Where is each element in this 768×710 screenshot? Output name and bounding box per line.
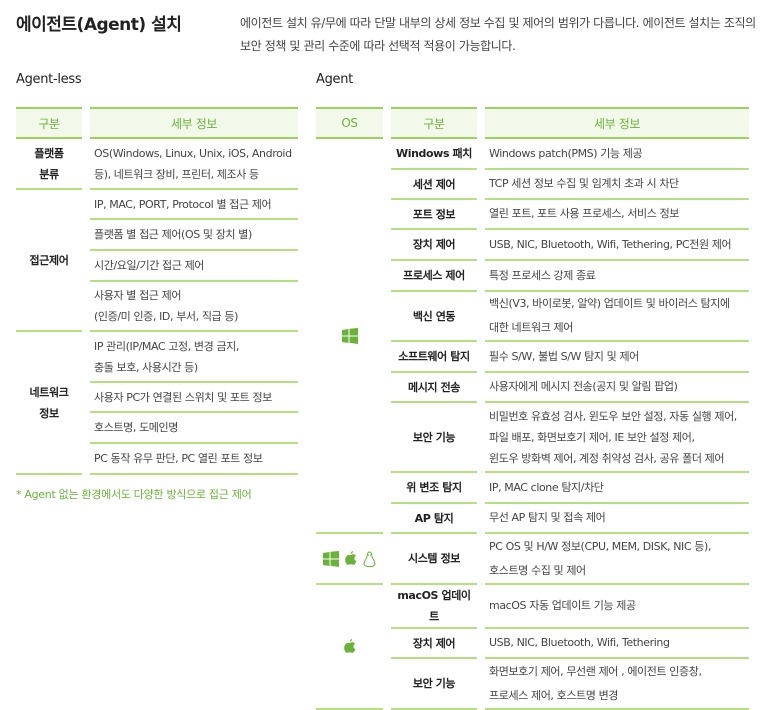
- table-row: 장치 제어 USB, NIC, Bluetooth, Wifi, Tetherin…: [316, 629, 749, 659]
- page-title: 에이전트(Agent) 설치: [16, 15, 182, 35]
- agent-title: Agent: [316, 72, 353, 87]
- table-row: 보안 기능 비밀번호 유효성 검사, 윈도우 보안 설정, 자동 실행 제어, 파…: [316, 403, 749, 473]
- windows-icon: [322, 551, 339, 567]
- agent-table: OS 구분 세부 정보 Windows 패치 Windows patch(PMS)…: [308, 107, 757, 710]
- category-cell: 접근제어: [16, 190, 82, 332]
- table-row: 프로세스 제어 특정 프로세스 강제 종료: [316, 261, 749, 292]
- category-cell: 플랫폼 분류: [16, 139, 82, 190]
- detail-cell: 화면보호기 제어, 무선랜 제어 , 에이전트 인증창, 프로세스 제어, 호스…: [485, 659, 749, 710]
- category-cell: 메시지 전송: [391, 373, 477, 403]
- header-detail: 세부 정보: [485, 107, 749, 139]
- header-detail: 세부 정보: [90, 107, 298, 139]
- table-row: 위 변조 탐지 IP, MAC clone 탐지/차단: [316, 473, 749, 504]
- category-cell: 보안 기능: [391, 659, 477, 710]
- detail-cell: 특정 프로세스 강제 종료: [485, 261, 749, 292]
- category-cell: 보안 기능: [391, 403, 477, 473]
- detail-cell: 필수 S/W, 불법 S/W 탐지 및 제어: [485, 342, 749, 373]
- header-category: 구분: [391, 107, 477, 139]
- detail-cell: 사용자 PC가 연결된 스위치 및 포트 정보: [90, 383, 298, 413]
- table-row: 플랫폼 별 접근 제어(OS 및 장치 별): [16, 220, 298, 251]
- apple-icon: [342, 639, 357, 653]
- category-cell: 네트워크 정보: [16, 332, 82, 475]
- detail-cell: OS(Windows, Linux, Unix, iOS, Android 등)…: [90, 139, 298, 190]
- detail-cell: USB, NIC, Bluetooth, Wifi, Tethering: [485, 629, 749, 659]
- table-row: 메시지 전송 사용자에게 메시지 전송(공지 및 알림 팝업): [316, 373, 749, 403]
- table-row: 사용자 PC가 연결된 스위치 및 포트 정보: [16, 383, 298, 413]
- detail-cell: PC 동작 유무 판단, PC 열린 포트 정보: [90, 444, 298, 475]
- detail-cell: 백신(V3, 바이로봇, 알약) 업데이트 및 바이러스 탐지에 대한 네트워크…: [485, 292, 749, 342]
- detail-cell: 시간/요일/기간 접근 제어: [90, 251, 298, 282]
- table-row: 접근제어 IP, MAC, PORT, Protocol 별 접근 제어: [16, 190, 298, 332]
- table-row: 포트 정보 열린 포트, 포트 사용 프로세스, 서비스 정보: [316, 200, 749, 230]
- detail-cell: 사용자 별 접근 제어 (인증/미 인증, ID, 부서, 직급 등): [90, 282, 298, 332]
- table-row: 소프트웨어 탐지 필수 S/W, 불법 S/W 탐지 및 제어: [316, 342, 749, 373]
- category-cell: 백신 연동: [391, 292, 477, 342]
- table-row: 시간/요일/기간 접근 제어: [16, 251, 298, 282]
- category-cell: 장치 제어: [391, 629, 477, 659]
- detail-cell: USB, NIC, Bluetooth, Wifi, Tethering, PC…: [485, 230, 749, 261]
- os-cell: [316, 139, 383, 534]
- detail-cell: 열린 포트, 포트 사용 프로세스, 서비스 정보: [485, 200, 749, 230]
- table-row: AP 탐지 무선 AP 탐지 및 접속 제어: [316, 504, 749, 534]
- header-category: 구분: [16, 107, 82, 139]
- header-os: OS: [316, 107, 383, 139]
- table-row: 세션 제어 TCP 세션 정보 수집 및 임계치 초과 시 차단: [316, 170, 749, 200]
- category-cell: AP 탐지: [391, 504, 477, 534]
- table-row: 장치 제어 USB, NIC, Bluetooth, Wifi, Tetherin…: [316, 230, 749, 261]
- category-cell: 소프트웨어 탐지: [391, 342, 477, 373]
- detail-cell: 비밀번호 유효성 검사, 윈도우 보안 설정, 자동 실행 제어, 파일 배포,…: [485, 403, 749, 473]
- detail-cell: IP, MAC, PORT, Protocol 별 접근 제어: [90, 190, 298, 220]
- category-cell: 세션 제어: [391, 170, 477, 200]
- table-row: 백신 연동 백신(V3, 바이로봇, 알약) 업데이트 및 바이러스 탐지에 대한…: [316, 292, 749, 342]
- table-row: 호스트명, 도메인명: [16, 413, 298, 444]
- category-cell: 위 변조 탐지: [391, 473, 477, 504]
- category-cell: 프로세스 제어: [391, 261, 477, 292]
- agentless-table: 구분 세부 정보 플랫폼 분류 OS(Windows, Linux, Unix, …: [8, 107, 306, 475]
- page-description: 에이전트 설치 유/무에 따라 단말 내부의 상세 정보 수집 및 제어의 범위…: [240, 16, 756, 53]
- table-row: 시스템 정보 PC OS 및 H/W 정보(CPU, MEM, DISK, NIC…: [316, 534, 749, 585]
- agentless-note: * Agent 없는 환경에서도 다양한 방식으로 접근 제어: [16, 488, 252, 501]
- os-cell: [316, 534, 383, 585]
- category-cell: 포트 정보: [391, 200, 477, 230]
- os-cell: [316, 585, 383, 710]
- linux-icon: [362, 550, 377, 567]
- table-row: 네트워크 정보 IP 관리(IP/MAC 고정, 변경 금지, 충돌 보호, 사용…: [16, 332, 298, 475]
- detail-cell: 호스트명, 도메인명: [90, 413, 298, 444]
- detail-cell: TCP 세션 정보 수집 및 임계치 초과 시 차단: [485, 170, 749, 200]
- table-row: 사용자 별 접근 제어 (인증/미 인증, ID, 부서, 직급 등): [16, 282, 298, 332]
- detail-cell: IP, MAC clone 탐지/차단: [485, 473, 749, 504]
- apple-icon: [343, 551, 358, 565]
- detail-cell: 플랫폼 별 접근 제어(OS 및 장치 별): [90, 220, 298, 251]
- table-row: PC 동작 유무 판단, PC 열린 포트 정보: [16, 444, 298, 475]
- category-cell: Windows 패치: [391, 139, 477, 170]
- detail-cell: PC OS 및 H/W 정보(CPU, MEM, DISK, NIC 등), 호…: [485, 534, 749, 585]
- category-cell: 장치 제어: [391, 230, 477, 261]
- category-cell: macOS 업데이트: [391, 585, 477, 629]
- detail-cell: Windows patch(PMS) 기능 제공: [485, 139, 749, 170]
- detail-cell: 무선 AP 탐지 및 접속 제어: [485, 504, 749, 534]
- detail-cell: macOS 자동 업데이트 기능 제공: [485, 585, 749, 629]
- detail-cell: 사용자에게 메시지 전송(공지 및 알림 팝업): [485, 373, 749, 403]
- agentless-title: Agent-less: [16, 72, 82, 87]
- table-row: Windows 패치 Windows patch(PMS) 기능 제공: [316, 139, 749, 534]
- table-row: macOS 업데이트 macOS 자동 업데이트 기능 제공: [316, 585, 749, 710]
- category-cell: 시스템 정보: [391, 534, 477, 585]
- table-row: 플랫폼 분류 OS(Windows, Linux, Unix, iOS, Andr…: [16, 139, 298, 190]
- windows-icon: [341, 328, 358, 344]
- detail-cell: IP 관리(IP/MAC 고정, 변경 금지, 충돌 보호, 사용시간 등): [90, 332, 298, 383]
